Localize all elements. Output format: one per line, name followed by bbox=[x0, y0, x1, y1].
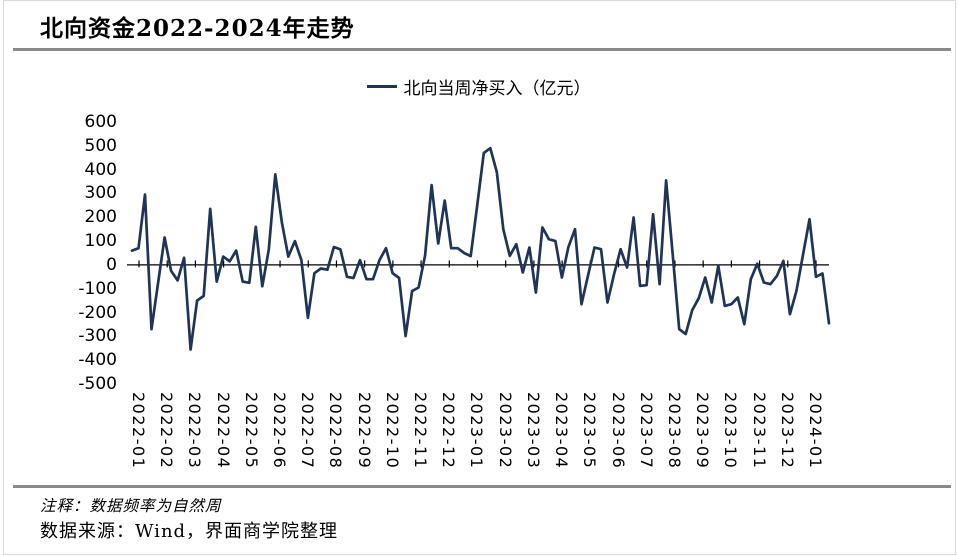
x-tick-label: 2022-05 bbox=[241, 392, 261, 470]
y-tick-label: -200 bbox=[78, 302, 117, 323]
data-source-text: 数据来源：Wind，界面商学院整理 bbox=[40, 521, 339, 542]
x-tick-label: 2023-01 bbox=[467, 392, 487, 470]
footnote-text: 注释：数据频率为自然周 bbox=[40, 497, 222, 515]
chart-legend: 北向当周净买入（亿元） bbox=[127, 74, 830, 99]
x-tick-label: 2023-06 bbox=[608, 392, 628, 470]
legend-series-label: 北向当周净买入（亿元） bbox=[403, 79, 591, 99]
x-tick-label: 2022-08 bbox=[326, 392, 346, 470]
y-tick-label: 600 bbox=[84, 112, 117, 132]
x-tick-label: 2023-04 bbox=[552, 392, 572, 470]
data-series-line bbox=[130, 146, 831, 351]
x-tick-label: 2022-01 bbox=[129, 392, 148, 470]
x-tick-label: 2023-11 bbox=[749, 392, 769, 470]
y-tick-label: 0 bbox=[106, 254, 117, 275]
y-tick-label: 200 bbox=[84, 207, 117, 228]
x-tick-label: 2022-09 bbox=[354, 392, 374, 470]
y-tick-label: 300 bbox=[84, 183, 117, 204]
x-tick-label: 2022-10 bbox=[382, 392, 402, 470]
x-tick-label: 2023-10 bbox=[721, 392, 741, 470]
y-tick-label: 400 bbox=[84, 159, 117, 180]
y-tick-label: -500 bbox=[78, 374, 117, 394]
x-tick-label: 2023-07 bbox=[636, 392, 656, 470]
x-tick-label: 2024-01 bbox=[805, 392, 825, 470]
x-tick-label: 2022-06 bbox=[270, 392, 290, 470]
x-tick-label: 2023-09 bbox=[693, 392, 713, 470]
x-tick-label: 2022-02 bbox=[157, 392, 177, 470]
x-tick-label: 2022-04 bbox=[213, 392, 233, 470]
x-tick-label: 2022-03 bbox=[185, 392, 205, 470]
x-tick-label: 2022-12 bbox=[439, 392, 459, 470]
y-tick-label: 500 bbox=[84, 135, 117, 156]
title-divider-rule bbox=[13, 48, 951, 51]
y-tick-label: -100 bbox=[78, 278, 117, 299]
y-tick-label: 100 bbox=[84, 231, 117, 252]
x-tick-label: 2023-03 bbox=[523, 392, 543, 470]
x-tick-label: 2023-12 bbox=[777, 392, 797, 470]
x-tick-label: 2023-02 bbox=[495, 392, 515, 470]
x-tick-label: 2023-05 bbox=[580, 392, 600, 470]
page-title: 北向资金2022-2024年走势 bbox=[40, 15, 355, 42]
y-tick-label: -300 bbox=[78, 326, 117, 347]
footer-divider-rule bbox=[13, 485, 951, 488]
x-tick-label: 2022-07 bbox=[298, 392, 318, 470]
x-tick-label: 2022-11 bbox=[411, 392, 431, 470]
y-axis-tick-labels: 600 500 400 300 200 100 0 -100 -200 -300 -400 -500 bbox=[55, 0, 117, 556]
x-tick-label: 2023-08 bbox=[664, 392, 684, 470]
y-tick-label: -400 bbox=[78, 350, 117, 371]
legend-line-marker-icon bbox=[366, 84, 397, 89]
